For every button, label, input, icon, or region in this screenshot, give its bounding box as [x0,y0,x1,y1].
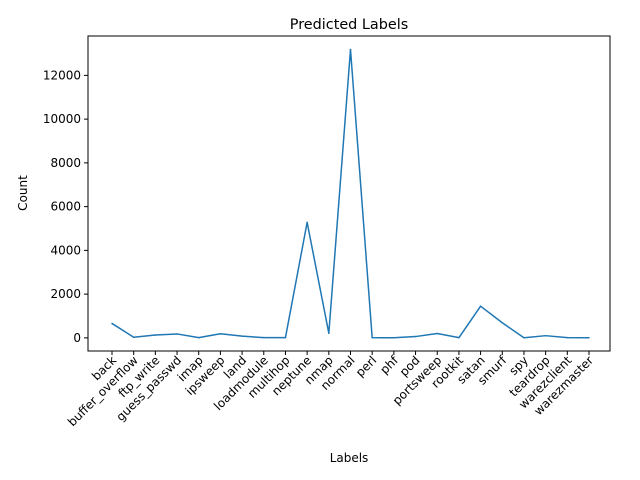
series-layer [111,48,590,339]
data-point [566,336,569,339]
data-point [328,332,330,335]
y-tick-label: 8000 [50,156,81,170]
y-tick-label: 10000 [43,112,81,126]
data-point [263,336,265,339]
data-point [501,322,504,324]
y-axis-ticks: 0 2000 4000 6000 8000 10000 12000 [43,68,88,345]
data-point [393,337,395,339]
data-point [544,334,547,337]
data-point [197,336,200,339]
data-point [176,333,178,335]
plot-area-frame [87,35,611,352]
x-axis-label: Labels [330,451,369,465]
data-point [111,322,113,325]
data-point [458,336,460,339]
y-tick-label: 2000 [50,287,81,301]
data-point [132,336,135,338]
data-point [284,336,287,339]
data-point [479,305,482,307]
y-tick-label: 0 [73,331,81,345]
data-point [414,335,417,338]
chart-title: Predicted Labels [290,17,408,33]
data-point [241,335,243,337]
data-point [371,336,373,339]
y-tick-label: 6000 [50,200,81,214]
data-point [436,332,438,335]
y-tick-label: 4000 [50,243,81,257]
y-axis-label: Count [16,175,30,211]
data-point [588,337,590,339]
data-point [154,334,157,336]
y-tick-label: 12000 [43,68,81,82]
data-point [523,337,525,339]
data-point [219,332,222,335]
data-point [306,221,308,224]
data-point [349,48,352,51]
